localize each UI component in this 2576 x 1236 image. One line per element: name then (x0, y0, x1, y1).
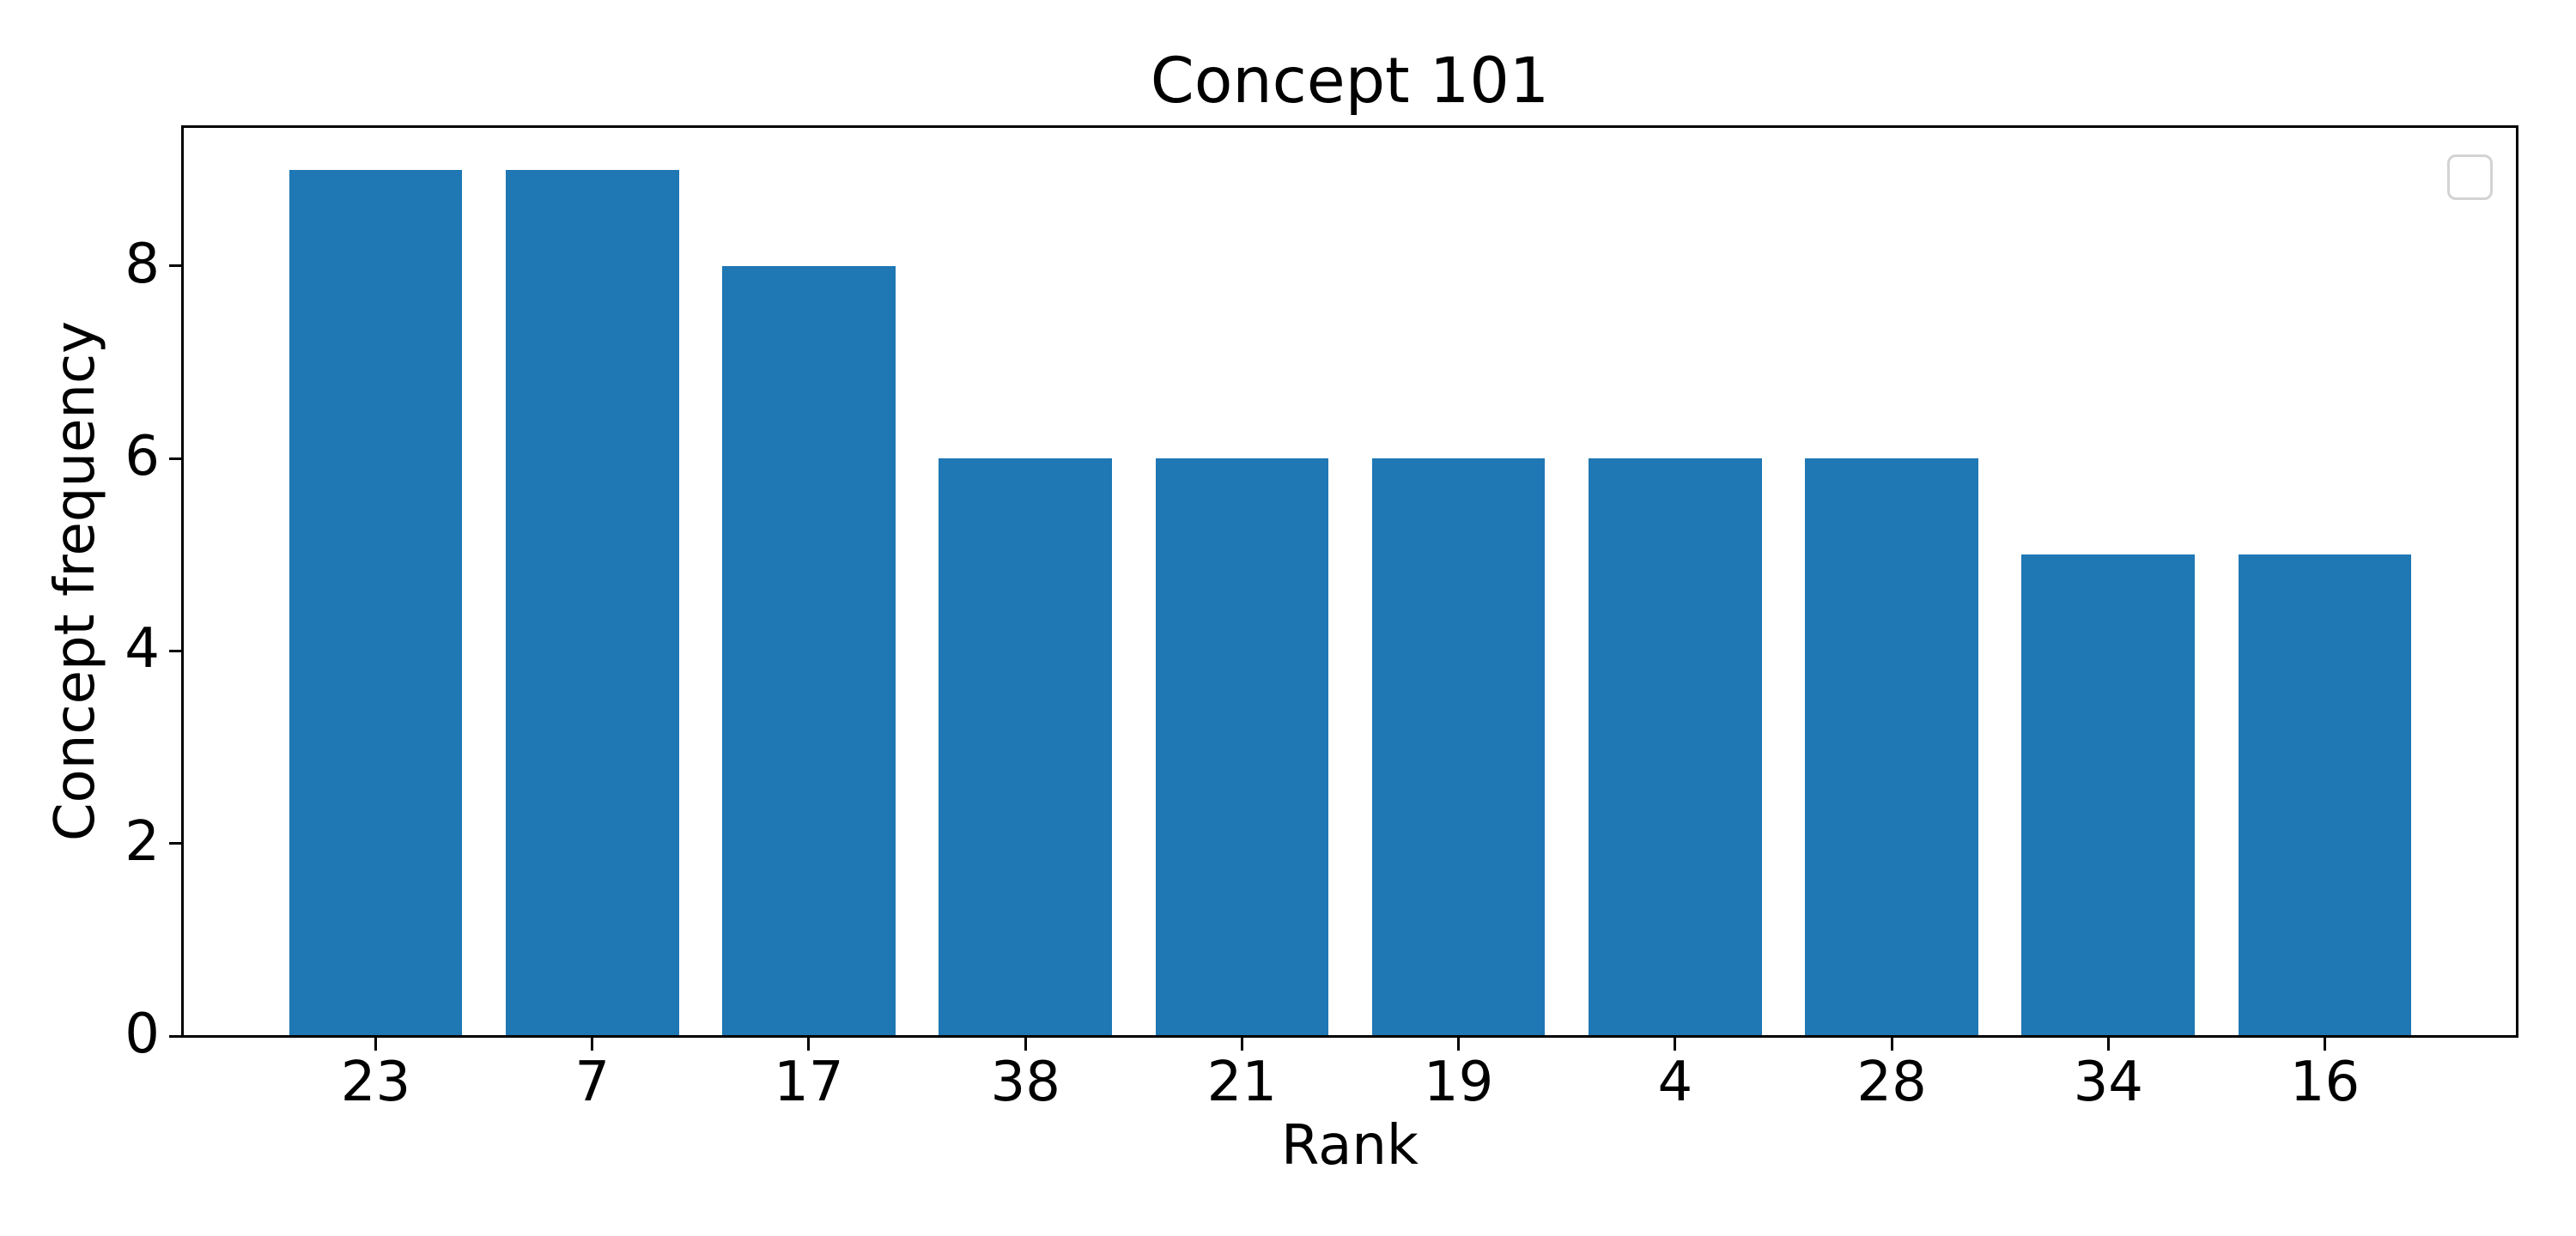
x-tick-label: 4 (1657, 1051, 1693, 1114)
y-tick-label: 0 (125, 1003, 160, 1066)
y-tick-mark (168, 1034, 182, 1038)
x-tick-label: 34 (2073, 1051, 2144, 1114)
y-tick-label: 4 (125, 617, 160, 682)
x-tick-label: 21 (1206, 1051, 1278, 1114)
bar-rank-19 (1371, 458, 1546, 1036)
x-tick-label: 23 (340, 1051, 411, 1114)
bar-rank-21 (1155, 458, 1329, 1036)
x-tick-mark (374, 1037, 377, 1051)
x-tick-mark (1674, 1037, 1677, 1051)
x-tick-mark (2324, 1037, 2326, 1051)
bar-rank-28 (1805, 458, 1978, 1036)
x-tick-mark (1890, 1037, 1893, 1051)
x-tick-label: 7 (574, 1051, 611, 1114)
y-tick-label: 6 (125, 425, 160, 488)
y-tick-label: 8 (125, 232, 160, 296)
x-tick-label: 19 (1423, 1051, 1494, 1114)
bar-rank-4 (1588, 458, 1762, 1036)
legend-empty-box (2447, 154, 2493, 200)
bar-rank-16 (2238, 554, 2412, 1036)
x-tick-label: 38 (990, 1051, 1060, 1114)
y-tick-mark (168, 264, 182, 268)
x-tick-label: 28 (1856, 1051, 1927, 1114)
bar-rank-38 (939, 458, 1113, 1036)
y-tick-label: 2 (125, 809, 160, 874)
chart-title: Concept 101 (1150, 45, 1550, 118)
x-tick-mark (1024, 1037, 1027, 1051)
y-axis-label: Concept frequency (44, 320, 107, 842)
y-tick-mark (168, 842, 182, 845)
x-tick-mark (2106, 1037, 2110, 1051)
x-tick-mark (1240, 1037, 1243, 1051)
bar-rank-17 (722, 265, 896, 1036)
x-tick-mark (807, 1037, 811, 1051)
y-tick-mark (168, 457, 182, 460)
y-tick-mark (168, 649, 182, 652)
x-tick-mark (1457, 1037, 1461, 1051)
bar-rank-7 (505, 169, 679, 1036)
x-tick-label: 16 (2289, 1051, 2360, 1114)
bar-rank-34 (2021, 554, 2196, 1036)
x-tick-label: 17 (774, 1051, 844, 1114)
x-tick-mark (591, 1037, 594, 1051)
bar-rank-23 (289, 169, 463, 1036)
x-axis-label: Rank (1281, 1114, 1419, 1178)
